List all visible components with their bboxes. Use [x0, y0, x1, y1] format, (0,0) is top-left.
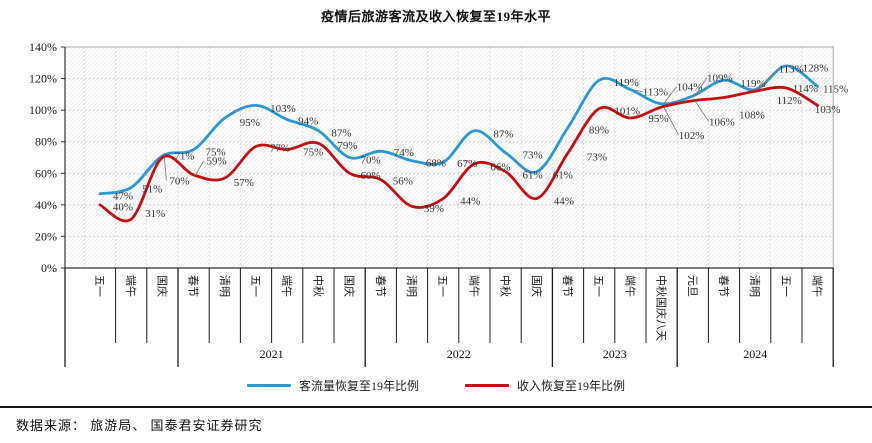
data-label: 75% — [206, 146, 226, 158]
data-label: 89% — [589, 124, 609, 136]
data-label: 109% — [707, 73, 733, 85]
income-legend-label: 收入恢复至19年比例 — [517, 379, 626, 393]
data-label: 87% — [493, 129, 513, 141]
x-axis-category-label: 五一 — [93, 275, 105, 297]
data-label: 73% — [523, 150, 543, 162]
data-label: 113% — [779, 63, 804, 75]
data-label: 68% — [426, 158, 446, 170]
legend-item-flow: 客流量恢复至19年比例 — [246, 377, 419, 394]
x-axis-category-label: 端午 — [623, 275, 636, 297]
data-label: 51% — [142, 183, 162, 195]
data-label: 59% — [207, 156, 227, 168]
data-label: 87% — [331, 128, 351, 140]
income-line-swatch — [465, 384, 509, 387]
x-axis-category-label: 中秋 — [311, 275, 325, 297]
x-axis-year-label: 2024 — [743, 347, 767, 361]
x-axis-year-label: 2021 — [260, 347, 284, 361]
data-label: 74% — [394, 147, 414, 159]
x-axis-category-label: 中秋国庆八天 — [655, 275, 669, 341]
flow-line-swatch — [246, 384, 291, 387]
data-label: 47% — [113, 191, 133, 203]
data-label: 119% — [614, 77, 639, 89]
y-axis-tick-label: 140% — [29, 40, 57, 54]
x-axis-category-label: 端午 — [124, 275, 137, 297]
data-label: 70% — [169, 175, 189, 187]
chart-legend: 客流量恢复至19年比例 收入恢复至19年比例 — [0, 377, 872, 394]
data-label: 31% — [145, 208, 165, 220]
data-label: 75% — [303, 146, 323, 158]
x-axis-category-label: 清明 — [405, 275, 418, 297]
y-axis-tick-label: 60% — [35, 166, 57, 180]
data-label: 95% — [648, 113, 668, 125]
data-label: 66% — [490, 162, 510, 174]
data-label: 57% — [234, 177, 254, 189]
data-label: 119% — [740, 78, 765, 90]
data-label: 71% — [174, 151, 194, 163]
x-axis-category-label: 五一 — [436, 275, 448, 297]
data-label: 70% — [361, 154, 381, 166]
data-label: 103% — [815, 104, 841, 116]
data-label: 44% — [460, 195, 480, 207]
data-label: 128% — [803, 63, 829, 75]
data-label: 61% — [523, 170, 543, 182]
data-label: 113% — [643, 86, 668, 98]
data-label: 79% — [337, 140, 357, 152]
y-axis-tick-label: 80% — [35, 135, 57, 149]
data-label: 108% — [739, 109, 765, 121]
x-axis-category-label: 国庆 — [530, 275, 544, 297]
data-label: 101% — [614, 105, 640, 117]
x-axis-category-label: 端午 — [280, 275, 293, 297]
data-label: 67% — [457, 158, 477, 170]
data-label: 115% — [823, 83, 848, 95]
data-label: 103% — [270, 103, 296, 115]
x-axis-category-label: 国庆 — [155, 275, 169, 297]
x-axis-category-label: 国庆 — [343, 275, 357, 297]
y-axis-tick-label: 20% — [35, 229, 57, 243]
data-label: 44% — [554, 195, 574, 207]
x-axis-year-label: 2023 — [603, 347, 627, 361]
y-axis-tick-label: 40% — [35, 198, 57, 212]
x-axis-category-label: 端午 — [467, 275, 480, 297]
x-axis-category-label: 五一 — [249, 275, 261, 297]
data-label: 77% — [270, 142, 290, 154]
data-label: 114% — [793, 83, 818, 95]
data-label: 102% — [679, 130, 705, 142]
legend-item-income: 收入恢复至19年比例 — [465, 377, 625, 394]
data-source-note: 数据来源： 旅游局、 国泰君安证券研究 — [16, 418, 263, 433]
y-axis-tick-label: 100% — [29, 103, 57, 117]
x-axis-category-label: 五一 — [592, 275, 604, 297]
data-label: 40% — [113, 202, 133, 214]
x-axis-category-label: 春节 — [561, 275, 574, 297]
x-axis-category-label: 元旦 — [686, 275, 698, 297]
data-label: 95% — [240, 117, 260, 129]
data-label: 94% — [298, 115, 318, 127]
x-axis-category-label: 五一 — [779, 275, 791, 297]
x-axis-category-label: 清明 — [218, 275, 231, 297]
data-label: 61% — [553, 170, 573, 182]
x-axis-category-label: 春节 — [187, 275, 200, 297]
income-series-line — [98, 85, 819, 223]
x-axis-category-label: 清明 — [748, 275, 761, 297]
x-axis-category-label: 中秋 — [499, 275, 513, 297]
flow-legend-label: 客流量恢复至19年比例 — [298, 379, 419, 393]
data-label: 104% — [677, 82, 703, 94]
chart-title: 疫情后旅游客流及收入恢复至19年水平 — [320, 9, 551, 24]
data-label: 73% — [587, 152, 607, 164]
x-axis-year-label: 2022 — [447, 347, 471, 361]
source-divider — [0, 406, 872, 408]
data-label: 112% — [777, 95, 802, 107]
x-axis-category-label: 春节 — [374, 275, 387, 297]
data-label: 60% — [361, 170, 381, 182]
data-label: 106% — [709, 117, 735, 129]
data-label: 39% — [424, 203, 444, 215]
y-axis-tick-label: 0% — [41, 261, 57, 275]
x-axis-category-label: 端午 — [811, 275, 824, 297]
data-label: 56% — [393, 175, 413, 187]
y-axis-tick-label: 120% — [29, 72, 57, 86]
x-axis-category-label: 春节 — [717, 275, 730, 297]
